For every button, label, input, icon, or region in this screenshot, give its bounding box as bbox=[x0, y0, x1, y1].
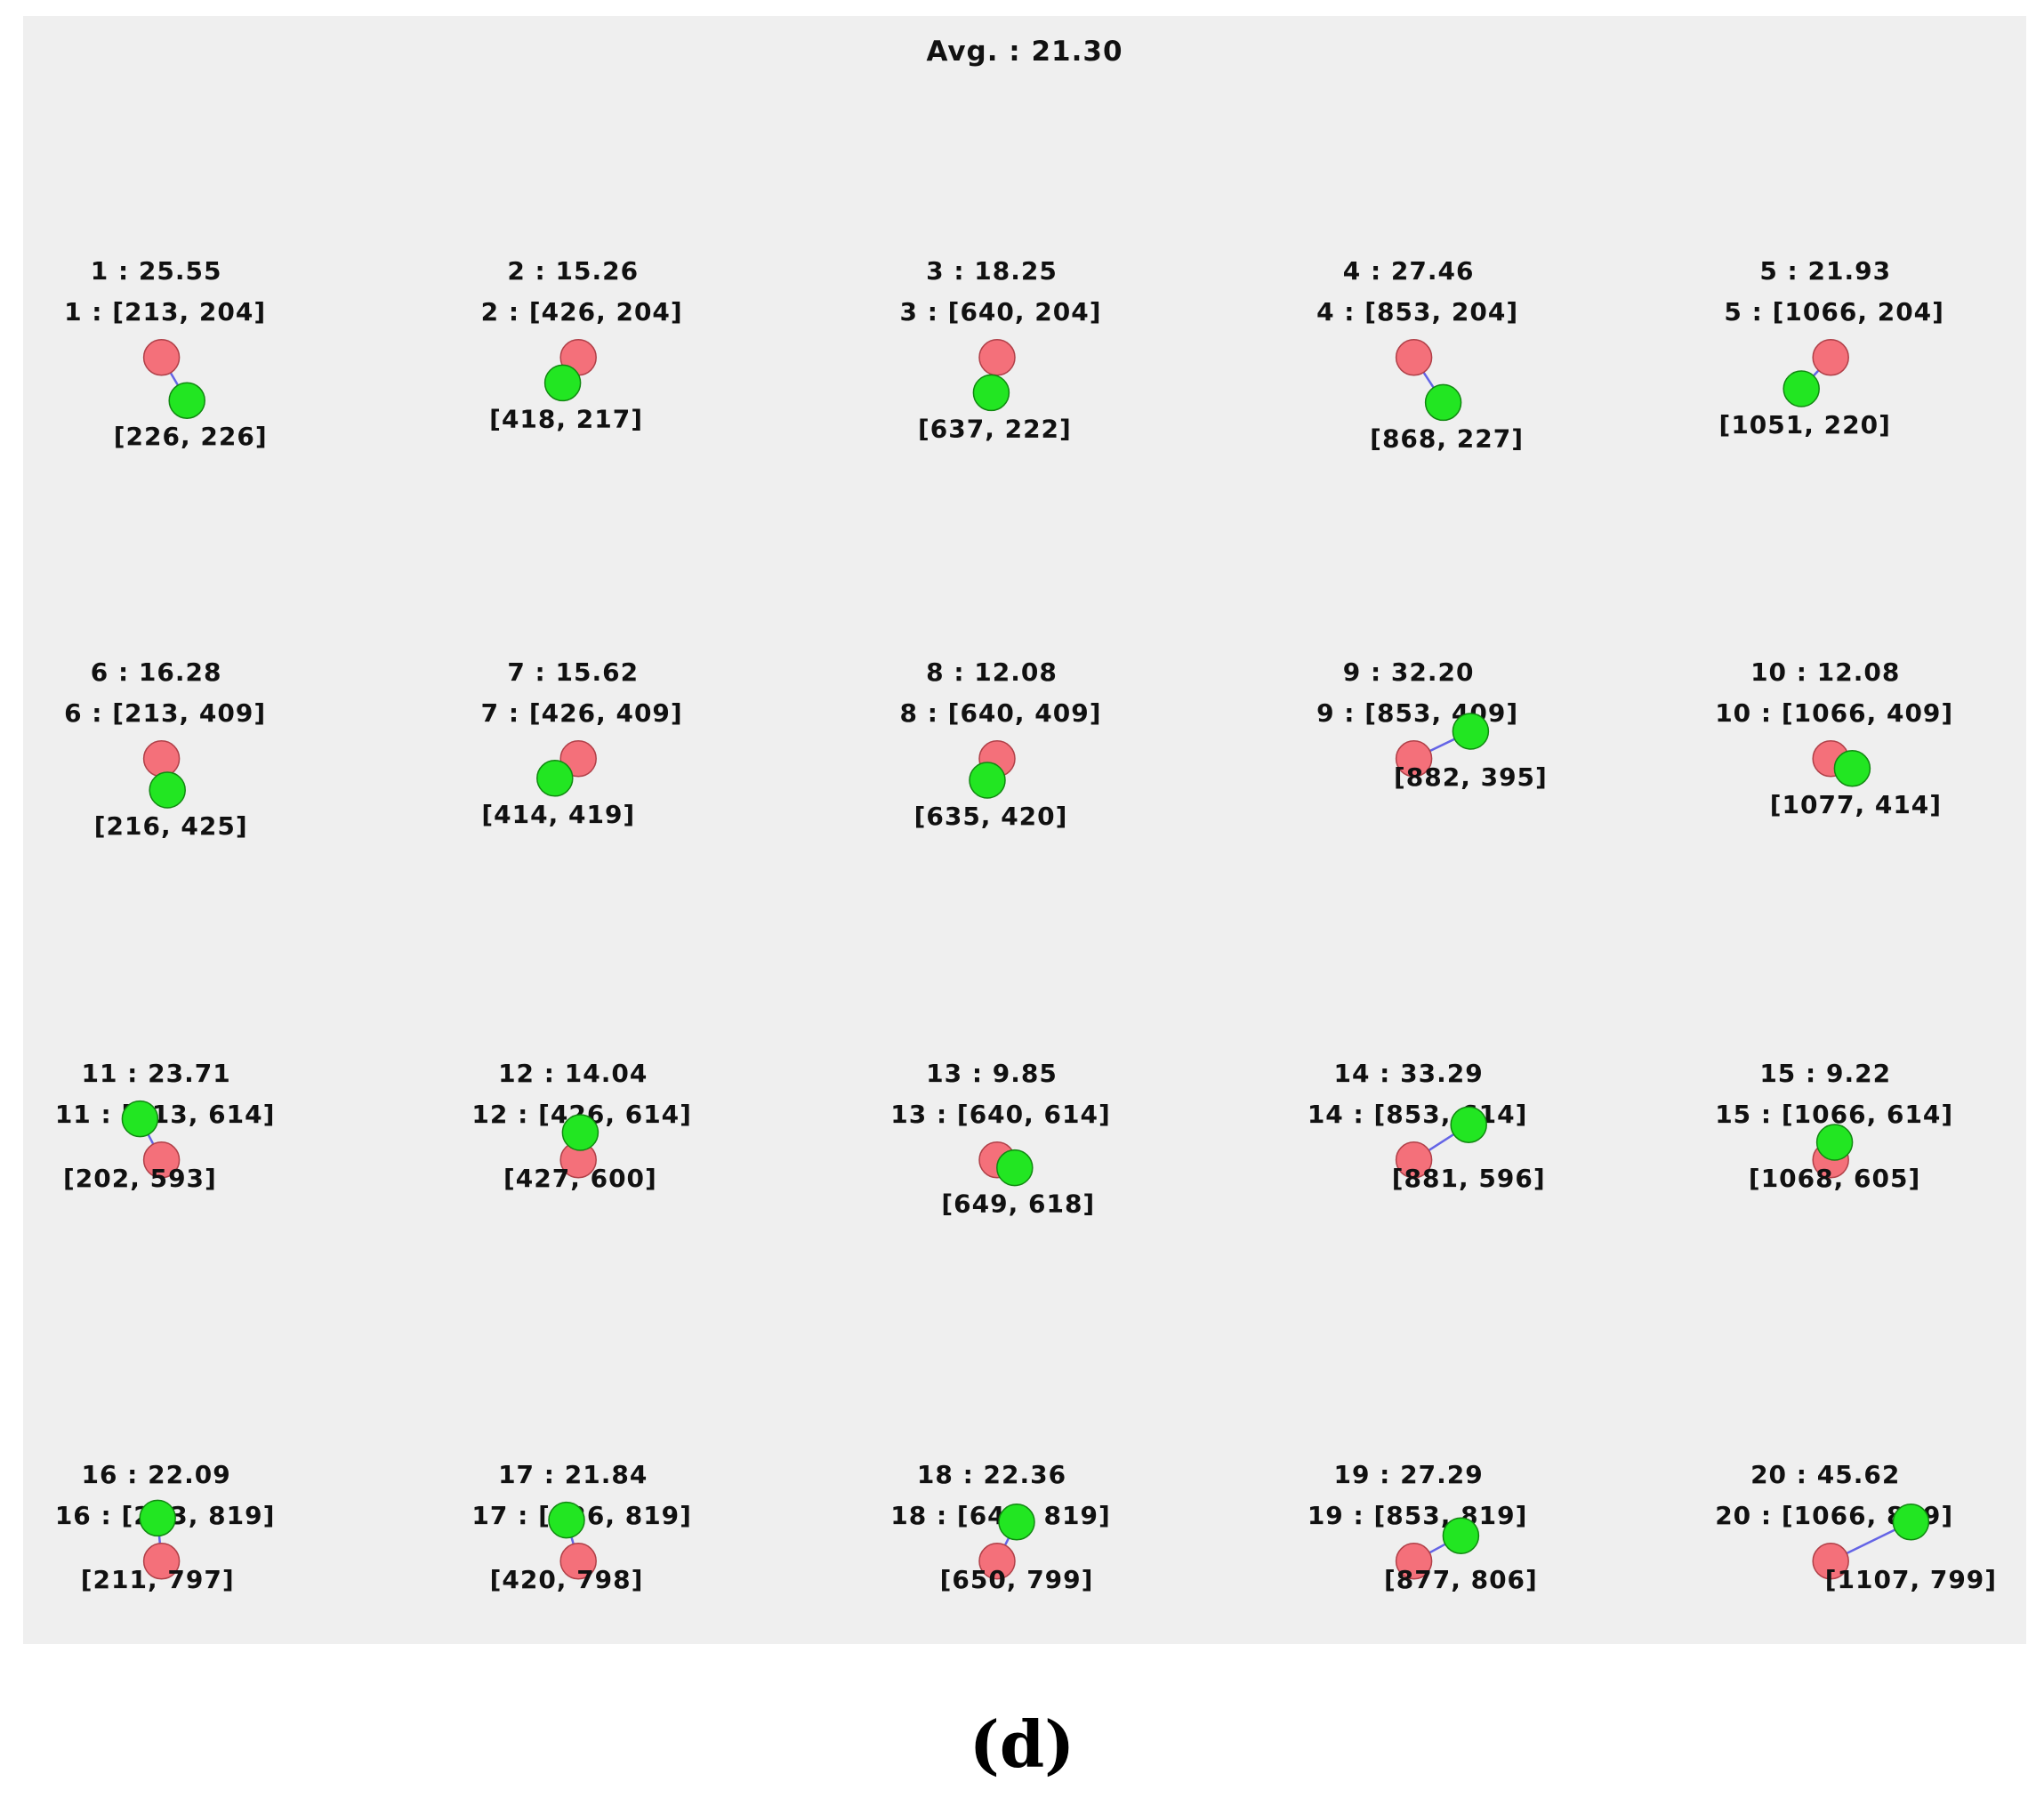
detected-label: [1051, 220] bbox=[1719, 410, 1891, 439]
error-label: 12 : 14.04 bbox=[498, 1059, 648, 1088]
target-point bbox=[142, 1543, 181, 1580]
error-label: 17 : 21.84 bbox=[498, 1460, 648, 1489]
detected-label: [649, 618] bbox=[941, 1189, 1095, 1219]
error-label: 14 : 33.29 bbox=[1333, 1059, 1483, 1088]
detected-label: [868, 227] bbox=[1370, 423, 1524, 453]
target-label: 1 : [213, 204] bbox=[64, 297, 266, 327]
detected-label: [1107, 799] bbox=[1825, 1565, 1997, 1594]
target-label: 11 : [213, 614] bbox=[55, 1100, 276, 1129]
error-label: 13 : 9.85 bbox=[926, 1059, 1058, 1088]
target-point bbox=[978, 339, 1016, 376]
target-point bbox=[978, 1543, 1016, 1580]
detected-label: [1068, 605] bbox=[1749, 1164, 1920, 1193]
error-label: 7 : 15.62 bbox=[507, 657, 639, 687]
detected-point bbox=[1892, 1504, 1930, 1541]
error-label: 10 : 12.08 bbox=[1750, 657, 1900, 687]
target-label: 3 : [640, 204] bbox=[899, 297, 1101, 327]
detected-label: [882, 395] bbox=[1394, 762, 1548, 792]
detected-point bbox=[1452, 713, 1490, 750]
error-label: 2 : 15.26 bbox=[507, 256, 639, 286]
target-label: 19 : [853, 819] bbox=[1308, 1501, 1528, 1530]
target-label: 2 : [426, 204] bbox=[481, 297, 683, 327]
error-label: 5 : 21.93 bbox=[1759, 256, 1891, 286]
calibration-plot: 1 : 25.55 1 : [213, 204] [226, 226] 2 : 15.… bbox=[55, 256, 1997, 1594]
detected-point bbox=[1833, 750, 1871, 787]
detected-label: [211, 797] bbox=[81, 1565, 235, 1594]
detected-label: [202, 593] bbox=[63, 1164, 217, 1193]
error-label: 4 : 27.46 bbox=[1343, 256, 1475, 286]
target-point bbox=[142, 339, 181, 376]
target-point bbox=[1812, 1543, 1849, 1580]
detected-point bbox=[1815, 1124, 1854, 1161]
detected-label: [216, 425] bbox=[94, 811, 248, 841]
target-label: 13 : [640, 614] bbox=[890, 1100, 1111, 1129]
error-label: 20 : 45.62 bbox=[1750, 1460, 1900, 1489]
error-label: 9 : 32.20 bbox=[1343, 657, 1475, 687]
detected-label: [427, 600] bbox=[503, 1164, 657, 1193]
error-label: 1 : 25.55 bbox=[91, 256, 222, 286]
detected-point bbox=[1424, 383, 1462, 422]
error-label: 11 : 23.71 bbox=[81, 1059, 230, 1088]
calibration-canvas: Avg. : 21.30 1 : 25.55 1 : [213, 204] [226… bbox=[23, 16, 2026, 1644]
detected-point bbox=[149, 771, 186, 809]
target-point bbox=[142, 1141, 181, 1179]
target-point bbox=[1812, 339, 1849, 376]
detected-label: [650, 799] bbox=[940, 1565, 1094, 1594]
error-label: 16 : 22.09 bbox=[81, 1460, 230, 1489]
detected-label: [881, 596] bbox=[1392, 1164, 1546, 1193]
detected-point bbox=[536, 760, 574, 797]
detected-point bbox=[969, 762, 1006, 799]
detected-label: [226, 226] bbox=[114, 422, 268, 451]
target-label: 4 : [853, 204] bbox=[1316, 297, 1518, 327]
detected-label: [420, 798] bbox=[490, 1565, 644, 1594]
detected-point bbox=[998, 1504, 1035, 1541]
target-point bbox=[1395, 1141, 1433, 1179]
target-label: 7 : [426, 409] bbox=[481, 698, 683, 728]
target-label: 6 : [213, 409] bbox=[64, 698, 266, 728]
detected-point bbox=[548, 1501, 585, 1539]
detected-label: [414, 419] bbox=[481, 800, 635, 829]
detected-label: [1077, 414] bbox=[1770, 790, 1942, 819]
detected-label: [635, 420] bbox=[914, 802, 1068, 831]
detected-point bbox=[996, 1149, 1034, 1187]
error-label: 3 : 18.25 bbox=[926, 256, 1058, 286]
error-label: 8 : 12.08 bbox=[926, 657, 1058, 687]
error-label: 19 : 27.29 bbox=[1333, 1460, 1483, 1489]
target-point bbox=[1395, 339, 1433, 376]
detected-point bbox=[1782, 370, 1820, 407]
target-label: 14 : [853, 614] bbox=[1308, 1100, 1528, 1129]
target-point bbox=[142, 740, 181, 778]
detected-label: [418, 217] bbox=[489, 404, 643, 433]
detected-point bbox=[1442, 1517, 1480, 1554]
target-label: 10 : [1066, 409] bbox=[1715, 698, 1953, 728]
detected-point bbox=[561, 1114, 600, 1151]
error-label: 6 : 16.28 bbox=[91, 657, 222, 687]
detected-point bbox=[972, 374, 1010, 412]
detected-point bbox=[168, 382, 205, 419]
detected-point bbox=[1450, 1106, 1487, 1143]
target-point bbox=[1395, 740, 1433, 778]
target-label: 5 : [1066, 204] bbox=[1724, 297, 1944, 327]
average-error-label: Avg. : 21.30 bbox=[926, 36, 1123, 68]
detected-label: [637, 222] bbox=[918, 414, 1072, 443]
error-label: 15 : 9.22 bbox=[1759, 1059, 1891, 1088]
target-point bbox=[1395, 1543, 1433, 1580]
error-label: 18 : 22.36 bbox=[917, 1460, 1066, 1489]
target-label: 8 : [640, 409] bbox=[899, 698, 1101, 728]
detected-point bbox=[139, 1499, 176, 1537]
detected-point bbox=[543, 364, 582, 402]
target-label: 9 : [853, 409] bbox=[1316, 698, 1518, 728]
detected-label: [877, 806] bbox=[1384, 1565, 1538, 1594]
detected-point bbox=[121, 1100, 159, 1138]
figure-caption: (d) bbox=[969, 1706, 1075, 1782]
target-point bbox=[559, 1543, 597, 1580]
